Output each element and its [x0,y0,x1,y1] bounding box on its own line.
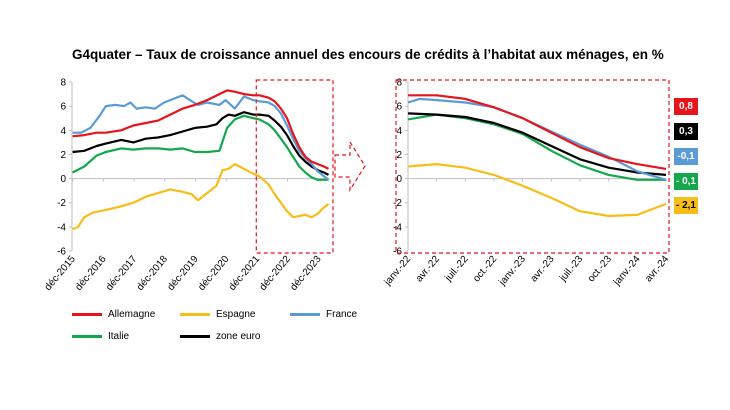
left-y-tick-label: 2 [60,150,66,161]
right-y-tick-label: 2 [396,150,402,161]
left-series-line-allemagne [72,89,330,170]
right-x-tick-label: oct.-22 [471,254,499,285]
legend-item-espagne: Espagne [180,309,255,320]
right-series-line-allemagne [408,94,667,170]
chart-title: G4quater – Taux de croissance annuel des… [72,47,664,62]
right-x-tick-label: janv.-23 [496,254,528,289]
right-series-line-espagne [407,163,667,218]
left-y-tick-label: -6 [57,247,66,258]
legend-swatch-italie [72,334,102,338]
value-badge-zone-euro: 0,3 [674,123,698,140]
value-badge-france: -0,1 [674,148,698,165]
right-y-tick-label: 6 [396,102,402,113]
right-y-tick-label: -2 [393,198,402,209]
legend-swatch-zone-euro [180,334,210,338]
left-x-tick-label: déc-2017 [104,254,140,293]
left-x-tick-label: déc-2018 [135,254,171,293]
left-y-tick-label: 0 [60,174,66,185]
right-y-tick-label: 8 [396,78,402,89]
left-x-tick-label: déc-2016 [73,254,109,293]
left-series-line-france [72,94,330,181]
right-x-tick-label: janv.-22 [382,254,414,289]
left-series-line-zone-euro [72,111,330,176]
zoom-frame-right [395,79,670,254]
right-x-tick-label: janv.-24 [611,254,643,289]
legend-item-allemagne: Allemagne [72,309,155,320]
value-badge-italie: - 0,1 [674,173,698,190]
right-x-tick-label: juil.-22 [443,254,471,285]
legend-label-italie: Italie [108,331,130,342]
right-x-tick-label: avr.-23 [529,254,557,285]
right-x-tick-label: avr.-24 [643,254,671,285]
value-badge-allemagne: 0,8 [674,98,698,115]
left-y-tick-label: -2 [57,198,66,209]
left-x-tick-label: déc-2020 [196,254,232,293]
right-x-tick-label: oct.-23 [586,254,614,285]
left-series-line-espagne [72,163,330,231]
legend-label-zone-euro: zone euro [216,331,261,342]
left-x-tick-label: déc-2022 [258,254,294,293]
legend-item-italie: Italie [72,331,129,342]
legend-label-france: France [326,309,358,320]
left-x-tick-label: déc-2023 [288,254,324,293]
left-y-tick-label: -4 [57,222,66,233]
left-y-tick-label: 6 [60,102,66,113]
right-y-tick-label: 0 [396,174,402,185]
right-x-tick-label: avr.-22 [414,254,442,285]
value-badge-espagne: - 2,1 [674,197,698,214]
right-y-tick-label: -4 [393,222,402,233]
zoom-arrow-icon [334,139,366,193]
left-y-tick-label: 4 [60,126,66,137]
left-x-tick-label: déc-2015 [43,254,79,293]
left-y-tick-label: 8 [60,78,66,89]
legend-swatch-france [290,312,320,316]
left-x-tick-label: déc-2021 [227,254,263,293]
legend-swatch-allemagne [72,312,102,316]
right-y-tick-label: 4 [396,126,402,137]
legend-item-france: France [290,309,357,320]
left-x-tick-label: déc-2019 [166,254,202,293]
left-series-line-italie [72,114,329,181]
zoom-frame-left [255,79,334,254]
legend-label-allemagne: Allemagne [108,309,156,320]
right-y-tick-label: -6 [393,247,402,258]
legend-label-espagne: Espagne [216,309,256,320]
right-series-line-zone-euro [407,112,667,176]
right-x-tick-label: juil.-23 [557,254,585,285]
legend-swatch-espagne [180,312,210,316]
legend-item-zone-euro: zone euro [180,331,260,342]
